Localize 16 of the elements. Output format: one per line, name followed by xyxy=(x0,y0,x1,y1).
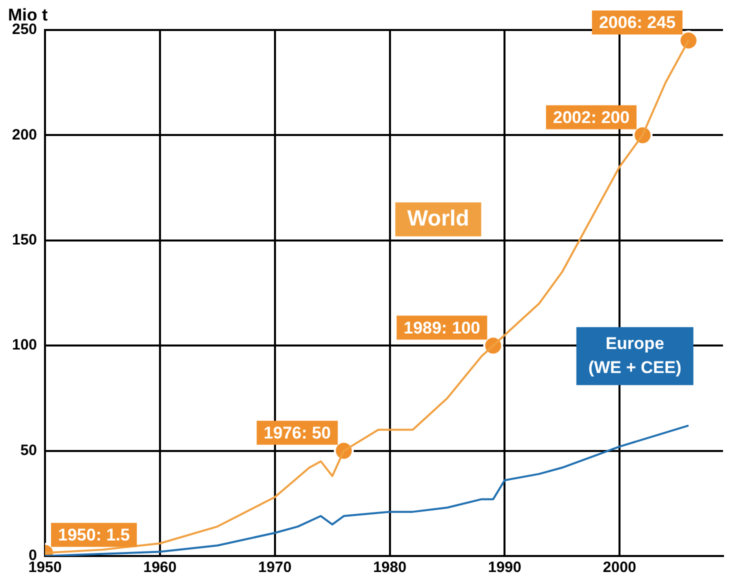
text: Europe (WE + CEE) xyxy=(588,334,682,377)
y-tick-label: 100 xyxy=(12,336,38,354)
data-label: 1950: 1.5 xyxy=(58,526,130,545)
y-tick-label: 50 xyxy=(20,442,38,459)
data-label: 1976: 50 xyxy=(264,423,331,442)
x-tick-label: 1960 xyxy=(143,559,177,576)
x-tick-label: 1990 xyxy=(488,559,522,576)
y-tick-label: 150 xyxy=(12,232,38,249)
y-tick-label: 200 xyxy=(12,126,38,144)
x-tick-label: 2000 xyxy=(602,559,636,576)
data-label: 2002: 200 xyxy=(552,108,630,127)
x-tick-label: 1970 xyxy=(258,559,292,576)
text: World xyxy=(407,205,470,230)
x-tick-label: 1980 xyxy=(373,559,406,576)
data-label: 2006: 245 xyxy=(598,13,676,32)
data-label: 1989: 100 xyxy=(404,318,480,338)
